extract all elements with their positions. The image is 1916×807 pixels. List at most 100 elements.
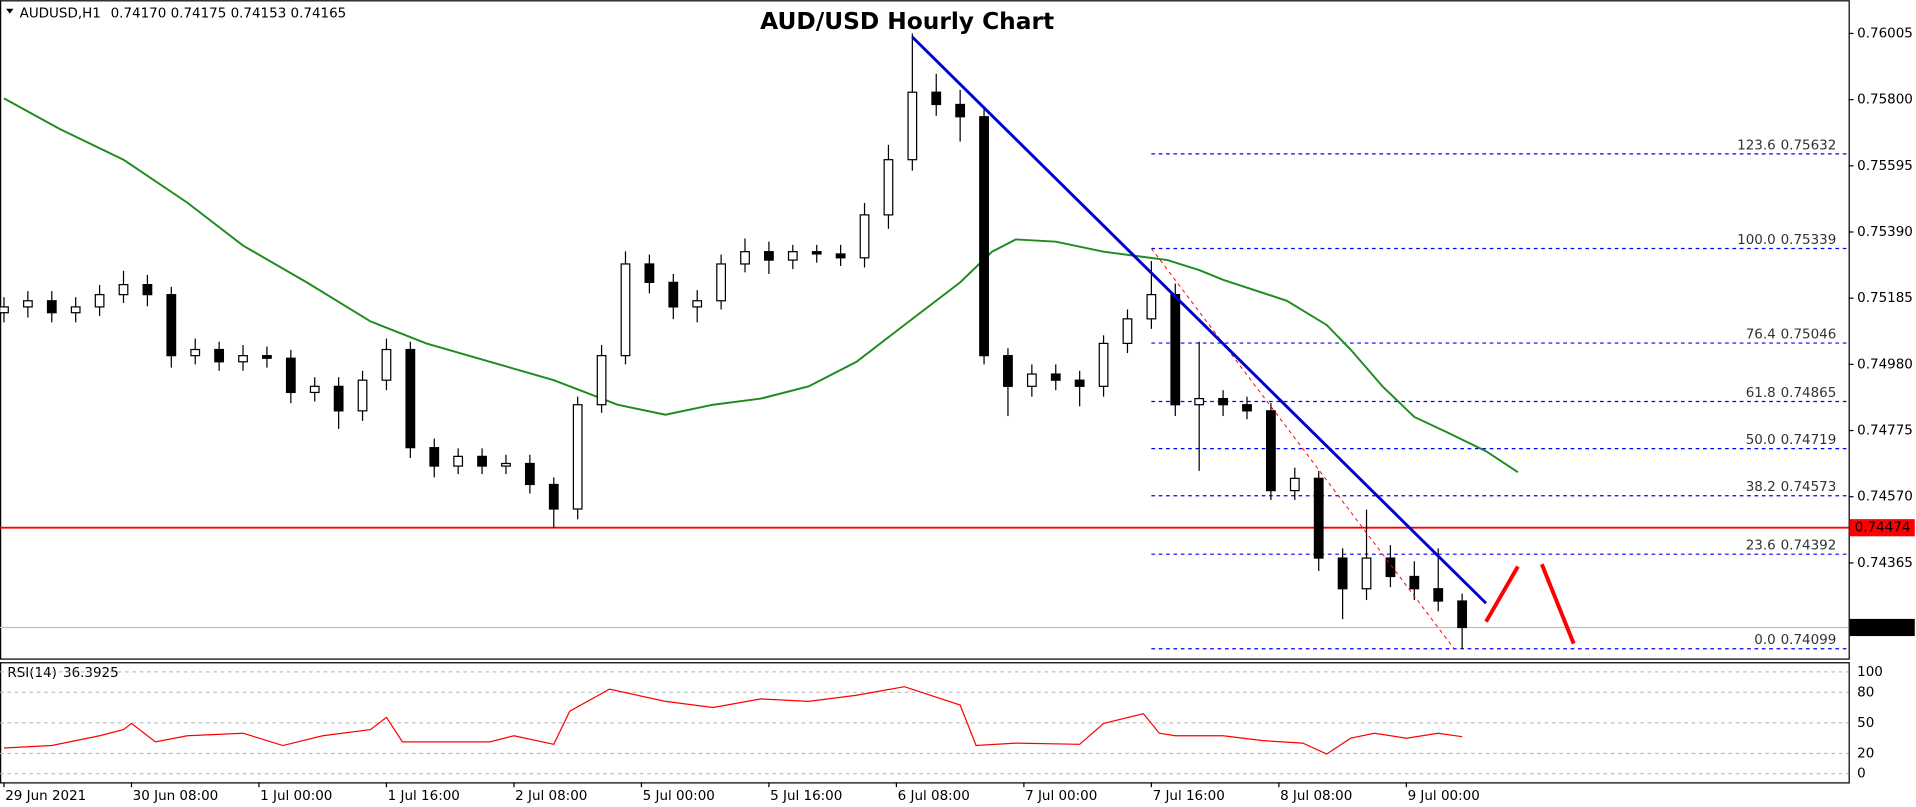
fib-label: 23.6 0.74392 bbox=[1746, 538, 1837, 554]
fib-label: 76.4 0.75046 bbox=[1746, 326, 1837, 342]
candle-body bbox=[811, 251, 822, 255]
candle-body bbox=[166, 294, 177, 357]
candle-body bbox=[692, 300, 703, 308]
candle-body bbox=[668, 281, 679, 308]
y-tick-label: 50 bbox=[1857, 715, 1874, 731]
y-tick-label: 0.75595 bbox=[1857, 158, 1913, 174]
x-tick-label: 9 Jul 00:00 bbox=[1408, 788, 1480, 804]
fib-ratio: 123.6 bbox=[1737, 137, 1776, 153]
candle-body bbox=[644, 263, 655, 283]
x-tick-label: 7 Jul 00:00 bbox=[1025, 788, 1097, 804]
fib-price: 0.74573 bbox=[1781, 479, 1837, 495]
y-tick-label: 0.74570 bbox=[1857, 489, 1913, 505]
trendline bbox=[911, 35, 1488, 605]
candle-body bbox=[1146, 294, 1157, 320]
candle-body bbox=[118, 284, 129, 296]
candle-body bbox=[94, 294, 105, 308]
candle-body bbox=[1433, 588, 1444, 602]
fib-price: 0.75632 bbox=[1781, 137, 1837, 153]
candle-body bbox=[70, 306, 81, 314]
candle-body bbox=[1289, 477, 1300, 492]
projection-line bbox=[1484, 565, 1520, 623]
candle-body bbox=[1074, 379, 1085, 387]
candle-body bbox=[1170, 294, 1181, 406]
candle-body bbox=[429, 447, 440, 467]
candle-body bbox=[1098, 342, 1109, 387]
candle-body bbox=[1337, 557, 1348, 590]
y-tick-label: 0.75390 bbox=[1857, 224, 1913, 240]
fib-label: 0.0 0.74099 bbox=[1754, 632, 1836, 648]
candle-body bbox=[262, 355, 272, 359]
rsi-name: RSI(14) bbox=[7, 665, 57, 681]
x-tick-label: 1 Jul 16:00 bbox=[388, 788, 460, 804]
candle-body bbox=[859, 214, 870, 259]
candle-body bbox=[1409, 575, 1420, 590]
candle-body bbox=[907, 91, 918, 161]
candle-body bbox=[1385, 557, 1396, 578]
fib-label: 100.0 0.75339 bbox=[1737, 232, 1836, 248]
y-tick-label: 0.75185 bbox=[1857, 290, 1913, 306]
fib-ratio: 50.0 bbox=[1746, 432, 1776, 448]
candle-body bbox=[1218, 397, 1228, 406]
x-tick-label: 30 Jun 08:00 bbox=[133, 788, 219, 804]
candle-body bbox=[1003, 355, 1013, 387]
candle-body bbox=[381, 348, 392, 381]
menu-arrow bbox=[6, 8, 14, 14]
ohlc-text: 0.74170 0.74175 0.74153 0.74165 bbox=[111, 6, 347, 22]
candle-body bbox=[214, 348, 225, 363]
candle-body bbox=[46, 300, 57, 314]
candle-body bbox=[142, 284, 153, 296]
candle-body bbox=[787, 251, 798, 261]
moving-average bbox=[3, 97, 1519, 474]
candle-body bbox=[716, 263, 727, 302]
x-tick-label: 2 Jul 08:00 bbox=[515, 788, 587, 804]
fib-price: 0.74099 bbox=[1781, 632, 1837, 648]
fib-price: 0.75046 bbox=[1781, 326, 1837, 342]
y-tick-label: 0 bbox=[1857, 766, 1866, 782]
candle-body bbox=[979, 116, 989, 357]
fib-label: 38.2 0.74573 bbox=[1746, 479, 1837, 495]
candle-body bbox=[596, 355, 607, 406]
rsi-last: 36.3925 bbox=[63, 665, 119, 681]
candle-body bbox=[190, 348, 201, 357]
candle-body bbox=[1457, 600, 1468, 629]
candle-body bbox=[1050, 373, 1061, 381]
candle-body bbox=[285, 357, 296, 394]
candle-body bbox=[883, 159, 894, 216]
fib-price: 0.75339 bbox=[1781, 232, 1837, 248]
fib-label: 123.6 0.75632 bbox=[1737, 137, 1836, 153]
candle-body bbox=[309, 385, 320, 394]
fib-ratio: 38.2 bbox=[1746, 479, 1776, 495]
fib-price: 0.74719 bbox=[1781, 432, 1837, 448]
x-tick-label: 5 Jul 16:00 bbox=[770, 788, 842, 804]
candle-body bbox=[740, 251, 750, 265]
symbol: AUDUSD,H1 0.74170 0.74175 0.74153 0.74165 bbox=[20, 6, 347, 22]
last-price-tag bbox=[1849, 618, 1915, 637]
candle-body bbox=[572, 404, 583, 510]
x-tick-label: 7 Jul 16:00 bbox=[1153, 788, 1225, 804]
symbol-text: AUDUSD,H1 bbox=[20, 6, 101, 22]
rsi-label: RSI(14) 36.3925 bbox=[7, 665, 118, 681]
y-tick-label: 0.74365 bbox=[1857, 555, 1913, 571]
last-price-label: 0.74165 bbox=[1855, 619, 1911, 635]
y-tick-label: 0.74775 bbox=[1857, 423, 1913, 439]
candle-body bbox=[764, 251, 774, 261]
y-tick-label: 0.75800 bbox=[1857, 92, 1913, 108]
rsi-line bbox=[3, 686, 1463, 755]
candle-body bbox=[524, 462, 535, 486]
y-tick-label: 80 bbox=[1857, 684, 1874, 700]
chart-title: AUD/USD Hourly Chart bbox=[760, 8, 1054, 35]
candle-body bbox=[955, 103, 966, 118]
candle-body bbox=[357, 379, 368, 412]
candle-body bbox=[1122, 318, 1133, 344]
candle-body bbox=[931, 91, 942, 106]
y-tick-label: 20 bbox=[1857, 745, 1874, 761]
candle-body bbox=[1026, 373, 1037, 387]
fib-label: 50.0 0.74719 bbox=[1746, 432, 1837, 448]
candle-body bbox=[620, 263, 631, 357]
candle-body bbox=[238, 355, 248, 363]
y-tick-label: 100 bbox=[1857, 664, 1883, 680]
